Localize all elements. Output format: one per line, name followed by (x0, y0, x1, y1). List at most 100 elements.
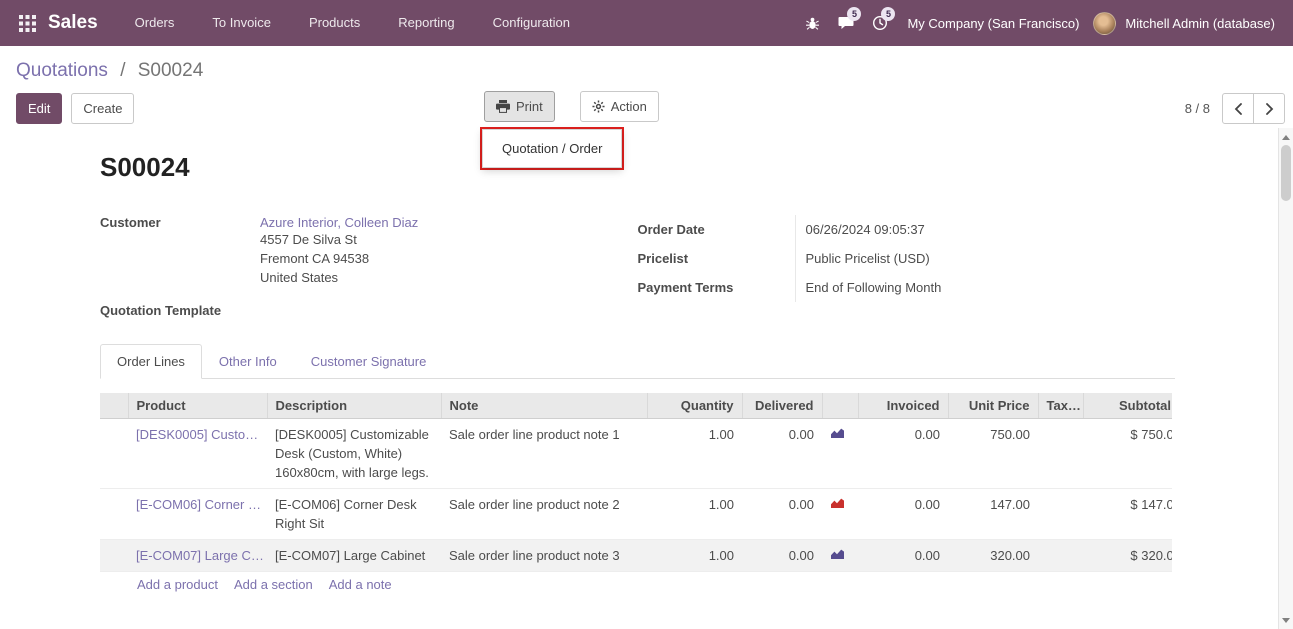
col-header-invoiced[interactable]: Invoiced (857, 393, 948, 419)
scroll-down-arrow[interactable] (1279, 613, 1293, 627)
note-cell: Sale order line product note 1 (441, 418, 647, 489)
forecast-chart-icon[interactable] (830, 548, 845, 560)
delivered-cell: 0.00 (742, 418, 822, 489)
apps-menu-icon[interactable] (14, 10, 40, 36)
customer-label: Customer (100, 215, 161, 230)
breadcrumb-quotations-link[interactable]: Quotations (16, 60, 108, 81)
edit-button[interactable]: Edit (16, 93, 63, 124)
order-date-label: Order Date (637, 222, 705, 237)
action-button-label: Action (610, 99, 647, 114)
customer-field-row: Customer Azure Interior, Colleen Diaz 45… (100, 215, 638, 287)
chevron-left-icon (1234, 102, 1242, 115)
print-button[interactable]: Print (484, 91, 555, 122)
breadcrumb: Quotations / S00024 (0, 46, 1293, 82)
pager: 8 / 8 (1185, 93, 1285, 124)
note-cell: Sale order line product note 2 (441, 488, 647, 540)
product-link[interactable]: [E-COM06] Corner … (136, 497, 261, 512)
vertical-scrollbar[interactable] (1278, 128, 1293, 629)
col-header-subtotal[interactable]: Subtotal (1082, 393, 1172, 419)
col-header-description[interactable]: Description (266, 393, 441, 419)
nav-item-reporting[interactable]: Reporting (398, 15, 455, 30)
row-handle-cell (100, 488, 128, 540)
pricelist-label: Pricelist (637, 251, 689, 266)
order-date-value: 06/26/2024 09:05:37 (794, 215, 1176, 244)
product-link[interactable]: [E-COM07] Large C… (136, 548, 264, 563)
forecast-chart-icon[interactable] (830, 427, 845, 439)
tab-customer-signature[interactable]: Customer Signature (310, 354, 427, 369)
row-handle-cell (100, 418, 128, 489)
form-buttons: Edit Create (16, 93, 135, 124)
user-menu[interactable]: Mitchell Admin (database) (1125, 15, 1275, 31)
customer-address-line: Fremont CA 94538 (260, 251, 370, 266)
chevron-right-icon (1265, 102, 1273, 115)
form-sheet: S00024 Customer Azure Interior, Colleen … (0, 152, 1293, 592)
product-link[interactable]: [DESK0005] Custo… (136, 427, 259, 442)
invoiced-cell: 0.00 (858, 418, 948, 489)
col-header-product[interactable]: Product (127, 393, 267, 419)
print-dropdown-menu: Quotation / Order (482, 129, 623, 168)
scrollbar-thumb[interactable] (1281, 145, 1291, 201)
messages-icon[interactable]: 5 (829, 0, 863, 46)
product-cell: [E-COM07] Large C… (128, 539, 267, 572)
tab-other-info[interactable]: Other Info (218, 354, 277, 369)
scroll-up-arrow[interactable] (1279, 130, 1293, 144)
quotation-template-field-row: Quotation Template (100, 303, 638, 318)
pricelist-value: Public Pricelist (USD) (794, 244, 1176, 273)
forecast-cell (822, 488, 858, 540)
pager-value: 8 / 8 (1184, 101, 1210, 116)
quantity-cell: 1.00 (647, 418, 742, 489)
order-lines-table-wrap: Product Description Note Quantity Delive… (100, 393, 1172, 572)
activities-clock-icon[interactable]: 5 (863, 0, 897, 46)
field-group-right: Order Date 06/26/2024 09:05:37 Pricelist… (638, 215, 1176, 318)
add-product-link[interactable]: Add a product (137, 577, 218, 592)
customer-value-block: Azure Interior, Colleen Diaz 4557 De Sil… (260, 215, 638, 287)
debug-bug-icon[interactable] (795, 0, 829, 46)
order-line-row[interactable]: [E-COM07] Large C… [E-COM07] Large Cabin… (100, 539, 1172, 572)
user-avatar[interactable] (1093, 11, 1117, 35)
pager-next-button[interactable] (1253, 93, 1285, 124)
taxes-cell (1038, 418, 1083, 489)
tab-order-lines[interactable]: Order Lines (100, 344, 202, 379)
top-navbar: Sales Orders To Invoice Products Reporti… (0, 0, 1293, 46)
breadcrumb-current: S00024 (137, 60, 204, 81)
company-switcher[interactable]: My Company (San Francisco) (907, 15, 1080, 31)
quotation-template-label: Quotation Template (100, 303, 222, 318)
customer-link[interactable]: Azure Interior, Colleen Diaz (260, 215, 419, 230)
menu-item-quotation-order[interactable]: Quotation / Order (502, 141, 603, 156)
order-line-row[interactable]: [E-COM06] Corner … [E-COM06] Corner Desk… (100, 488, 1172, 540)
nav-item-configuration[interactable]: Configuration (492, 15, 570, 30)
control-panel: Edit Create Print Action 8 / 8 (0, 82, 1293, 132)
nav-item-to-invoice[interactable]: To Invoice (212, 15, 271, 30)
row-handle-cell (100, 539, 128, 572)
add-note-link[interactable]: Add a note (328, 577, 392, 592)
unit-price-cell: 750.00 (948, 418, 1038, 489)
create-button[interactable]: Create (71, 93, 135, 124)
subtotal-cell: $ 750.00 (1083, 418, 1172, 489)
col-header-taxes[interactable]: Tax… (1037, 393, 1083, 419)
field-group-left: Customer Azure Interior, Colleen Diaz 45… (100, 215, 638, 318)
forecast-chart-icon[interactable] (830, 497, 845, 509)
product-cell: [E-COM06] Corner … (128, 488, 267, 540)
print-button-label: Print (516, 99, 543, 114)
col-header-handle (100, 393, 128, 419)
nav-item-products[interactable]: Products (308, 15, 361, 30)
order-line-row[interactable]: [DESK0005] Custo… [DESK0005] Customizabl… (100, 418, 1172, 489)
app-name[interactable]: Sales (48, 12, 98, 33)
description-cell: [E-COM07] Large Cabinet (267, 539, 441, 572)
action-button[interactable]: Action (579, 91, 659, 122)
add-section-link[interactable]: Add a section (233, 577, 313, 592)
invoiced-cell: 0.00 (858, 488, 948, 540)
quotation-template-value (260, 303, 638, 318)
col-header-note[interactable]: Note (440, 393, 647, 419)
pager-previous-button[interactable] (1222, 93, 1254, 124)
nav-item-orders[interactable]: Orders (134, 15, 175, 30)
col-header-unit-price[interactable]: Unit Price (947, 393, 1038, 419)
col-header-delivered[interactable]: Delivered (741, 393, 822, 419)
customer-address-line: 4557 De Silva St (260, 232, 357, 247)
annotation-highlight-box: Quotation / Order (480, 127, 625, 170)
payment-terms-label: Payment Terms (637, 280, 734, 295)
notebook-tabs: Order Lines Other Info Customer Signatur… (100, 344, 1175, 379)
note-cell: Sale order line product note 3 (441, 539, 647, 572)
col-header-quantity[interactable]: Quantity (646, 393, 742, 419)
